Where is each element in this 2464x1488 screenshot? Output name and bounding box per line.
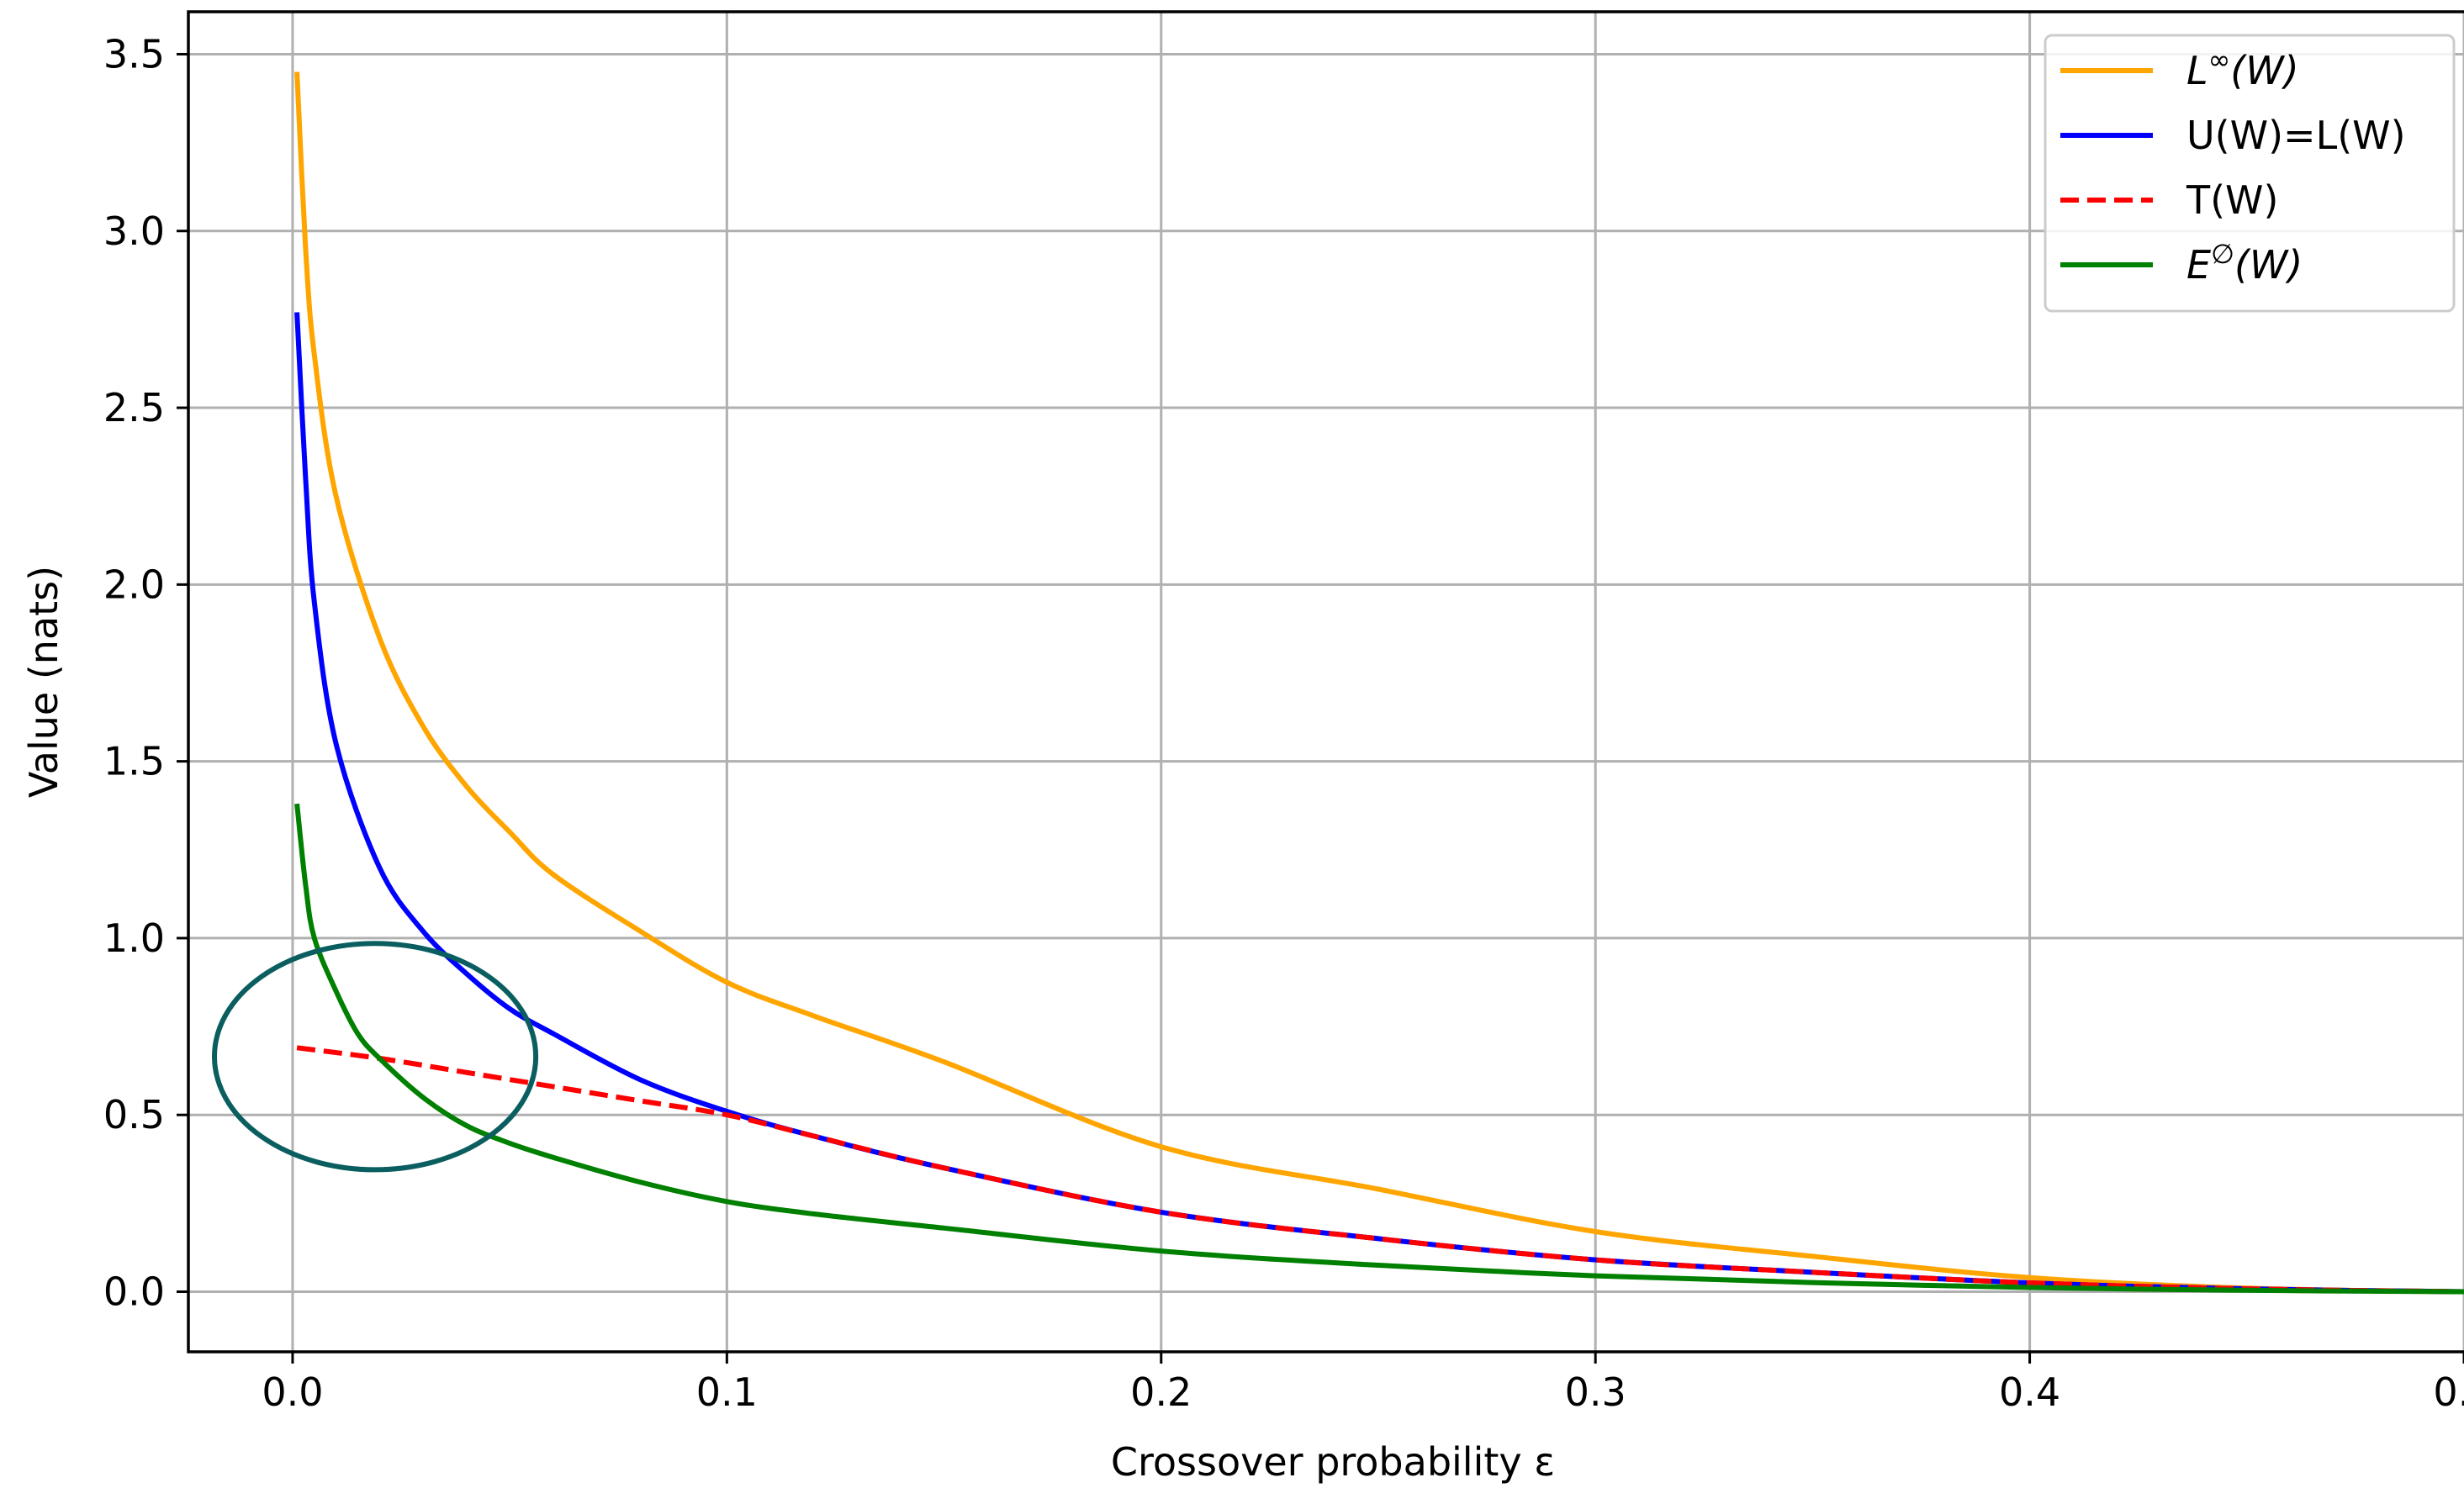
legend: L∞(W) U(W)=L(W) T(W) E∅(W) (2044, 34, 2456, 313)
x-tick-label: 0.2 (1130, 1369, 1192, 1415)
grid (188, 12, 2464, 1352)
y-tick-label: 1.5 (103, 739, 165, 784)
series-line-2 (296, 1045, 2464, 1295)
legend-label-2: T(W) (2186, 177, 2278, 223)
legend-label-3: E∅(W) (2186, 238, 2303, 288)
series-line-3 (294, 803, 2464, 1295)
y-tick-label: 1.0 (103, 915, 165, 961)
x-tick-label: 0.3 (1565, 1369, 1626, 1415)
x-tick-label: 0.0 (262, 1369, 323, 1415)
series-group (294, 71, 2464, 1295)
x-tick-label: 0.1 (696, 1369, 758, 1415)
legend-box (2044, 34, 2456, 313)
y-axis-label: Value (nats) (21, 566, 66, 798)
y-tick-label: 3.0 (103, 208, 165, 254)
x-axis-label: Crossover probability ε (1111, 1439, 1555, 1485)
annotation-group (211, 941, 539, 1173)
highlight-ellipse (211, 941, 539, 1173)
series-line-0 (294, 71, 2464, 1295)
legend-label-1: U(W)=L(W) (2186, 113, 2406, 158)
x-tick-label: 0.5 (2433, 1369, 2464, 1415)
y-tick-label: 0.5 (103, 1092, 165, 1137)
y-tick-label: 3.5 (103, 31, 165, 77)
y-tick-label: 2.0 (103, 562, 165, 607)
ticks: 0.0 0.1 0.2 0.3 0.4 0.5 0.0 0.5 1.0 1.5 2.0 2.5 3.0 3… (103, 31, 2464, 1415)
x-tick-label: 0.4 (1999, 1369, 2060, 1415)
legend-label-0: L∞(W) (2186, 44, 2299, 93)
y-tick-label: 0.0 (103, 1269, 165, 1315)
y-tick-label: 2.5 (103, 385, 165, 430)
plot-spines (187, 10, 2464, 1353)
